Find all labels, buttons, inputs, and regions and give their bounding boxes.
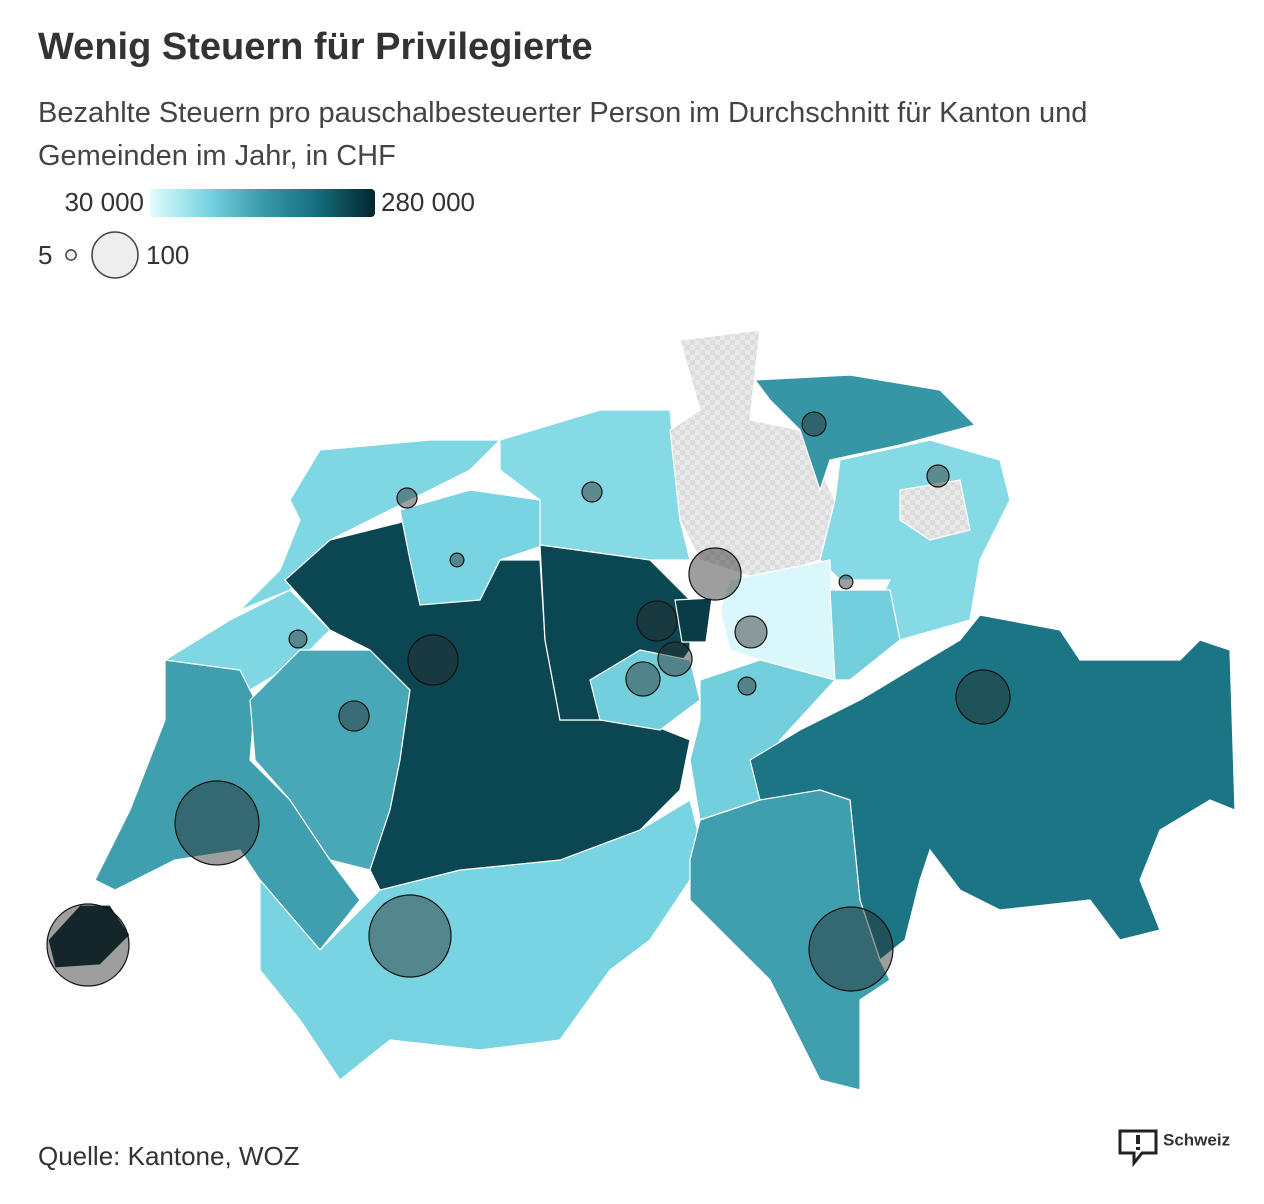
region [399,489,546,606]
bubble [46,903,130,987]
logo: Schweiz [1118,1129,1230,1168]
bubble [657,641,693,677]
bubble [396,487,418,509]
bubble [288,629,308,649]
region [499,409,691,561]
source: Quelle: Kantone, WOZ [38,1141,300,1171]
bubble [926,464,950,488]
bubble [688,547,742,601]
legend-max-label: 280 000 [381,187,475,217]
bubble [407,634,459,686]
region-no-data [899,479,971,541]
size-legend-min [65,249,77,261]
subtitle: Bezahlte Steuern pro pauschalbesteuerter… [38,97,1088,172]
region [674,597,713,643]
logo-icon [1118,1129,1158,1168]
bubble [174,780,260,866]
region [829,589,901,681]
bubble [801,411,827,437]
legend-min-label: 30 000 [64,187,144,217]
title: Wenig Steuern für Privilegierte [38,26,593,68]
bubble [625,661,661,697]
bubble [838,574,854,590]
bubble [368,894,452,978]
bubble [338,700,370,732]
region [753,374,977,492]
bubble [636,600,678,642]
bubble [737,676,757,696]
bubble [581,481,603,503]
logo-icon [1136,1135,1140,1144]
size-legend-max [91,231,139,279]
legend-gradient [150,189,375,217]
legend: 30 000 280 000 5 100 [38,187,475,279]
bubble [734,615,768,649]
logo-text: Schweiz [1163,1130,1230,1149]
logo-icon [1136,1147,1140,1150]
regions [47,329,1236,1091]
region [689,789,891,1091]
bubble [449,552,465,568]
bubble [808,906,894,992]
size-legend-min-label: 5 [38,240,52,270]
size-legend-max-label: 100 [146,240,189,270]
bubble [955,669,1011,725]
bubbles [46,411,1011,992]
